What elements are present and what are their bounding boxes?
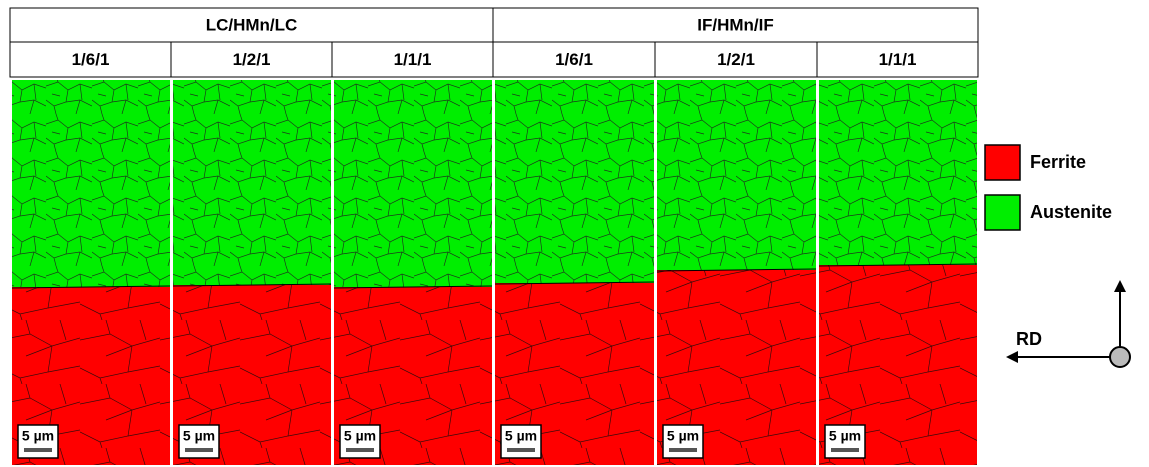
scale-bar-label: 5 µm — [667, 428, 699, 444]
panels: 5 µm 5 µm 5 µm 5 µm 5 µm 5 µm — [12, 80, 977, 465]
scale-bar — [507, 448, 535, 452]
group-title: LC/HMn/LC — [206, 15, 298, 34]
austenite-grains — [12, 80, 170, 287]
scale-bar — [24, 448, 52, 452]
legend-label: Ferrite — [1030, 152, 1086, 172]
normal-direction — [1110, 347, 1130, 367]
scale-bar — [346, 448, 374, 452]
scale-bar-label: 5 µm — [22, 428, 54, 444]
scale-bar-label: 5 µm — [183, 428, 215, 444]
austenite-grains — [657, 80, 816, 270]
column-label: 1/1/1 — [394, 50, 432, 69]
phase-map: 5 µm — [819, 80, 977, 465]
arrow-head — [1006, 351, 1018, 363]
header-table: LC/HMn/LC 1/6/1 1/2/1 1/1/1 IF/HMn/IF 1/6/1 1/… — [10, 8, 978, 77]
scale-bar — [185, 448, 213, 452]
arrow-head — [1114, 280, 1126, 292]
scale-bar — [831, 448, 859, 452]
austenite-grains — [819, 80, 977, 265]
direction-label: RD — [1016, 329, 1042, 349]
group-title: IF/HMn/IF — [697, 15, 773, 34]
legend-label: Austenite — [1030, 202, 1112, 222]
austenite-grains — [495, 80, 654, 283]
phase-map: 5 µm — [657, 80, 816, 465]
legend-swatch — [985, 195, 1020, 230]
figure: 5 µm 5 µm 5 µm 5 µm 5 µm 5 µm LC/HMn/LC 1/6/1 1… — [0, 0, 1149, 467]
austenite-grains — [173, 80, 331, 285]
scale-bar-label: 5 µm — [505, 428, 537, 444]
phase-map: 5 µm — [495, 80, 654, 465]
phase-map: 5 µm — [334, 80, 492, 465]
column-label: 1/2/1 — [717, 50, 755, 69]
column-label: 1/2/1 — [233, 50, 271, 69]
column-label: 1/6/1 — [555, 50, 593, 69]
scale-bar — [669, 448, 697, 452]
scale-bar-label: 5 µm — [344, 428, 376, 444]
scale-bar-label: 5 µm — [829, 428, 861, 444]
direction-indicator: RD — [1006, 280, 1130, 367]
column-label: 1/1/1 — [879, 50, 917, 69]
austenite-grains — [334, 80, 492, 287]
legend-swatch — [985, 145, 1020, 180]
column-label: 1/6/1 — [72, 50, 110, 69]
legend: Ferrite Austenite — [985, 145, 1112, 230]
phase-map: 5 µm — [173, 80, 331, 465]
phase-map: 5 µm — [12, 80, 170, 465]
